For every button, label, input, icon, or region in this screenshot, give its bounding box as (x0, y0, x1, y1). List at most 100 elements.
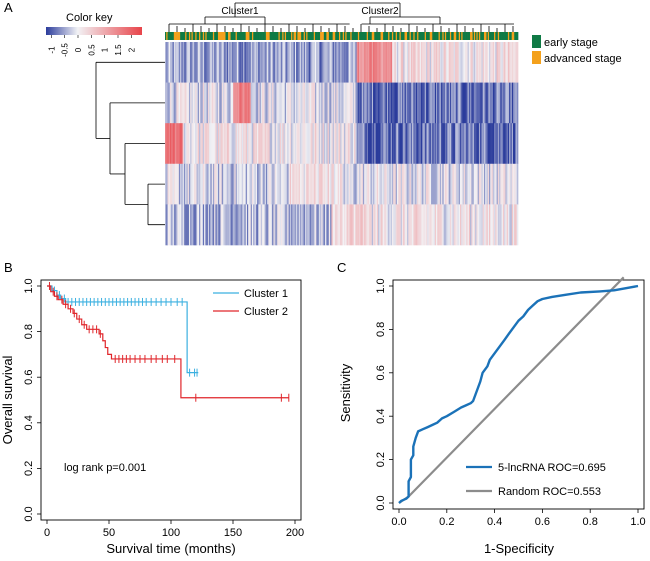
heatmap-cell (273, 163, 276, 205)
heatmap-cell (245, 82, 248, 124)
heatmap-cell (336, 123, 339, 165)
heatmap-cell (349, 82, 351, 124)
heatmap-cell (238, 82, 240, 124)
heatmap-cell (175, 204, 177, 246)
heatmap-cell (483, 82, 486, 124)
heatmap-cell (356, 163, 359, 205)
heatmap-cell (317, 123, 320, 165)
heatmap-cell (176, 163, 178, 205)
heatmap-cell (514, 42, 516, 83)
heatmap-cell (396, 42, 399, 83)
heatmap-cell (432, 123, 434, 165)
heatmap-cell (428, 42, 431, 83)
heatmap-cell (331, 163, 334, 205)
heatmap-cell (340, 82, 342, 124)
heatmap-cell (509, 42, 511, 83)
heatmap-cell (355, 204, 357, 246)
heatmap-cell (209, 42, 211, 83)
stage-cell (254, 32, 257, 40)
heatmap-cell (323, 163, 326, 205)
heatmap-cell (448, 163, 451, 205)
heatmap-cell (478, 204, 481, 246)
heatmap-cell (500, 204, 502, 246)
heatmap-cell (222, 163, 225, 205)
stage-cell (277, 32, 279, 40)
heatmap-cell (245, 123, 248, 165)
stage-cell (398, 32, 400, 40)
heatmap-cell (398, 42, 400, 83)
heatmap-cell (443, 204, 446, 246)
heatmap-cell (434, 42, 437, 83)
heatmap-cell (381, 163, 384, 205)
heatmap-cell (309, 42, 312, 83)
heatmap-cell (395, 204, 398, 246)
heatmap-cell (287, 204, 289, 246)
heatmap-cell (311, 204, 313, 246)
heatmap-cell (306, 163, 308, 205)
stage-cell (509, 32, 511, 40)
heatmap-cell (178, 163, 181, 205)
heatmap-cell (351, 163, 354, 205)
heatmap-cell (504, 163, 506, 205)
heatmap-cell (462, 204, 465, 246)
heatmap-cell (273, 123, 276, 165)
stage-cell (507, 32, 510, 40)
stage-cell (351, 32, 354, 40)
heatmap-cell (352, 123, 355, 165)
heatmap-cell (309, 163, 312, 205)
heatmap-cell (510, 163, 513, 205)
heatmap-cell (409, 123, 412, 165)
heatmap-cell (472, 123, 475, 165)
heatmap-cell (264, 163, 267, 205)
heatmap-cell (214, 42, 216, 83)
heatmap-cell (273, 204, 276, 246)
heatmap-cell (506, 42, 509, 83)
stage-cell (186, 32, 189, 40)
heatmap-cell (260, 82, 263, 124)
stage-cell (384, 32, 386, 40)
heatmap-cell (328, 204, 331, 246)
heatmap-cell (258, 42, 260, 83)
heatmap-cell (268, 123, 270, 165)
stage-cell (173, 32, 176, 40)
heatmap-cell (512, 82, 515, 124)
heatmap-cell (307, 82, 310, 124)
heatmap-cell (452, 204, 455, 246)
heatmap-cell (299, 42, 302, 83)
heatmap-cell (502, 82, 505, 124)
heatmap-cell (380, 82, 383, 124)
heatmap-cell (233, 82, 235, 124)
heatmap-cell (217, 204, 220, 246)
heatmap-cell (480, 204, 482, 246)
heatmap-cell (452, 42, 455, 83)
heatmap-cell (202, 123, 205, 165)
heatmap-cell (257, 204, 259, 246)
heatmap-cell (511, 204, 514, 246)
heatmap-cell (379, 82, 381, 124)
heatmap-cell (325, 204, 327, 246)
heatmap-cell (347, 42, 350, 83)
stage-cell (255, 32, 258, 40)
stage-cell (492, 32, 495, 40)
heatmap-cell (365, 82, 368, 124)
heatmap-cell (275, 82, 278, 124)
heatmap-cell (475, 42, 477, 83)
heatmap-cell (400, 123, 403, 165)
heatmap-cell (240, 163, 243, 205)
heatmap-cell (304, 42, 307, 83)
heatmap-cell (205, 204, 207, 246)
stage-cell (402, 32, 404, 40)
stage-cell (234, 32, 236, 40)
heatmap-cell (321, 123, 323, 165)
heatmap-cell (172, 163, 175, 205)
heatmap-cell (272, 42, 274, 83)
heatmap-cell (370, 123, 373, 165)
heatmap-cell (373, 42, 375, 83)
heatmap-cell (457, 163, 460, 205)
heatmap-cell (330, 123, 332, 165)
heatmap-cell (234, 204, 236, 246)
heatmap-cell (340, 123, 342, 165)
heatmap-cell (196, 82, 199, 124)
stage-cell (323, 32, 326, 40)
heatmap-cell (341, 42, 344, 83)
